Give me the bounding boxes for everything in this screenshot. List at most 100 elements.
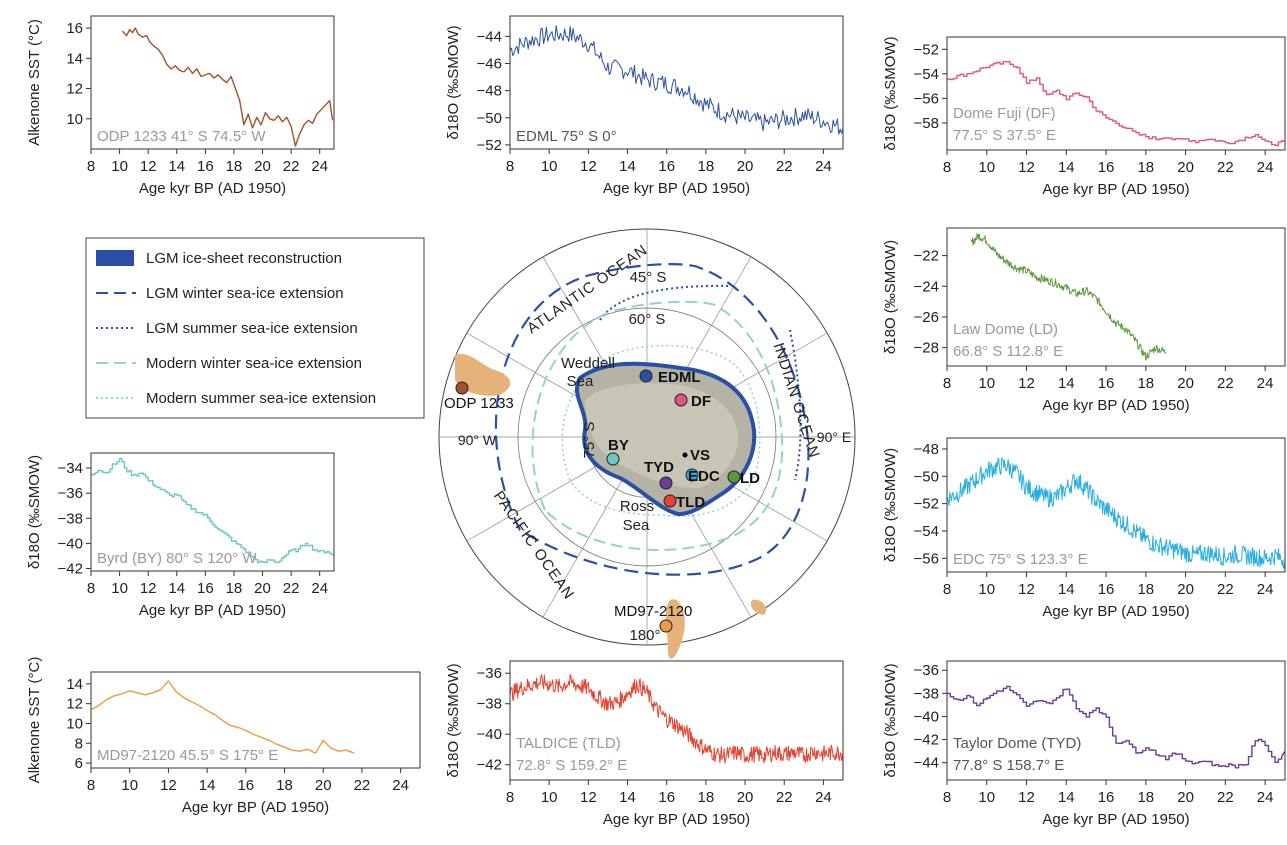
legend-label: Modern summer sea-ice extension <box>146 390 376 407</box>
region-label: Weddell <box>561 355 615 372</box>
y-tick-label: −48 <box>914 441 939 458</box>
x-tick-label: 14 <box>1058 159 1075 176</box>
y-axis-label: Alkenone SST (°C) <box>26 19 43 146</box>
plot-frame <box>90 452 335 572</box>
panel-annotation: MD97-2120 45.5° S 175° E <box>97 747 278 764</box>
panel-taldice: 8 10 12 14 16 18 20 22 24 −36 −38 −40 −42 Age kyr BP … <box>445 660 844 828</box>
site-label: DF <box>691 393 711 410</box>
series-line <box>947 61 1286 147</box>
x-axis-label: Age kyr BP (AD 1950) <box>1042 397 1189 414</box>
site-dot <box>685 468 699 482</box>
panel-annotation: 66.8° S 112.8° E <box>953 343 1063 360</box>
x-tick-label: 10 <box>541 789 558 806</box>
site-dot <box>674 393 688 407</box>
x-tick-label: 10 <box>111 580 128 597</box>
panel-byrd: 8 10 12 14 16 18 20 22 24 −34 −36 −38 −40 −42 Age kyr … <box>26 452 335 619</box>
y-tick-label: −38 <box>477 696 502 713</box>
plot-frame <box>946 437 1286 573</box>
legend-item: LGM ice-sheet reconstruction <box>96 250 342 267</box>
y-tick-label: 12 <box>66 696 83 713</box>
lgm-winter-sea-ice <box>494 263 810 576</box>
x-tick-label: 18 <box>698 789 715 806</box>
legend-label: LGM ice-sheet reconstruction <box>146 250 342 267</box>
x-tick-label: 10 <box>121 777 138 794</box>
y-tick-label: −42 <box>58 560 83 577</box>
x-axis-label: Age kyr BP (AD 1950) <box>1042 181 1189 198</box>
x-tick-label: 16 <box>1098 159 1115 176</box>
panel-annotation: EDC 75° S 123.3° E <box>953 551 1088 568</box>
x-tick-label: 16 <box>1098 581 1115 598</box>
y-tick-label: −26 <box>914 309 939 326</box>
y-tick-label: −42 <box>477 757 502 774</box>
y-tick-label: −50 <box>477 110 502 127</box>
x-tick-label: 22 <box>776 158 793 175</box>
x-tick-label: 22 <box>283 158 300 175</box>
site-dot <box>639 369 653 383</box>
y-tick-label: 6 <box>75 755 83 772</box>
site-marker: VS <box>682 447 710 464</box>
x-tick-label: 20 <box>315 777 332 794</box>
x-tick-label: 18 <box>276 777 293 794</box>
x-tick-label: 10 <box>978 375 995 392</box>
latitude-label: 75° S <box>581 422 598 459</box>
x-tick-label: 14 <box>1058 375 1075 392</box>
x-tick-label: 18 <box>1137 581 1154 598</box>
x-axis-label: Age kyr BP (AD 1950) <box>1042 811 1189 828</box>
y-tick-label: −52 <box>914 496 939 513</box>
x-tick-label: 12 <box>1018 375 1035 392</box>
x-tick-label: 8 <box>506 789 514 806</box>
x-tick-label: 10 <box>978 789 995 806</box>
x-tick-label: 22 <box>354 777 371 794</box>
y-tick-label: 8 <box>75 735 83 752</box>
x-tick-label: 16 <box>658 789 675 806</box>
x-tick-label: 12 <box>1018 581 1035 598</box>
x-tick-label: 10 <box>978 159 995 176</box>
legend-item: Modern winter sea-ice extension <box>96 355 362 372</box>
x-axis-label: Age kyr BP (AD 1950) <box>139 602 286 619</box>
panel-annotation: ODP 1233 41° S 74.5° W <box>97 128 266 145</box>
panel-annotation: 77.8° S 158.7° E <box>953 757 1064 774</box>
x-tick-label: 12 <box>580 158 597 175</box>
region-label: Ross <box>620 498 654 515</box>
y-tick-label: −34 <box>58 460 83 477</box>
site-dot <box>663 494 677 508</box>
series-line <box>946 457 1286 569</box>
y-axis-label: δ18O (‰SMOW) <box>445 663 462 777</box>
x-tick-label: 12 <box>580 789 597 806</box>
site-label: TLD <box>676 494 705 511</box>
y-axis-label: δ18O (‰SMOW) <box>445 25 462 139</box>
x-tick-label: 8 <box>943 789 951 806</box>
y-tick-label: −38 <box>58 510 83 527</box>
x-tick-label: 8 <box>87 580 95 597</box>
series-line <box>90 680 355 754</box>
x-tick-label: 22 <box>1217 581 1234 598</box>
x-tick-label: 24 <box>1257 581 1274 598</box>
x-tick-label: 8 <box>87 158 95 175</box>
x-tick-label: 12 <box>140 158 157 175</box>
x-tick-label: 14 <box>1058 581 1075 598</box>
site-marker: EDML <box>639 369 701 386</box>
y-tick-label: −48 <box>477 83 502 100</box>
series-line <box>91 458 335 564</box>
legend: LGM ice-sheet reconstruction LGM winter s… <box>85 237 425 419</box>
panel-odp1233: 8 10 12 14 16 18 20 22 24 10 12 14 16 Age kyr BP (AD … <box>26 15 335 197</box>
x-tick-label: 16 <box>658 158 675 175</box>
y-axis-label: δ18O (‰SMOW) <box>882 240 899 354</box>
lgm-summer-sea-ice <box>599 284 802 481</box>
x-tick-label: 24 <box>815 158 832 175</box>
x-tick-label: 14 <box>168 580 185 597</box>
x-tick-label: 12 <box>1018 789 1035 806</box>
plot-frame <box>90 671 421 769</box>
y-tick-label: −52 <box>477 137 502 154</box>
y-tick-label: −40 <box>58 535 83 552</box>
y-tick-label: −24 <box>914 278 939 295</box>
plot-frame <box>946 227 1286 367</box>
panel-edc: 8 10 12 14 16 18 20 22 24 −48 −50 −52 −54 −56 Age kyr … <box>882 437 1286 620</box>
x-tick-label: 10 <box>978 581 995 598</box>
y-axis-label: Alkenone SST (°C) <box>26 657 43 784</box>
site-marker: TYD <box>644 459 674 490</box>
legend-swatch <box>96 250 134 266</box>
y-tick-label: −40 <box>477 726 502 743</box>
